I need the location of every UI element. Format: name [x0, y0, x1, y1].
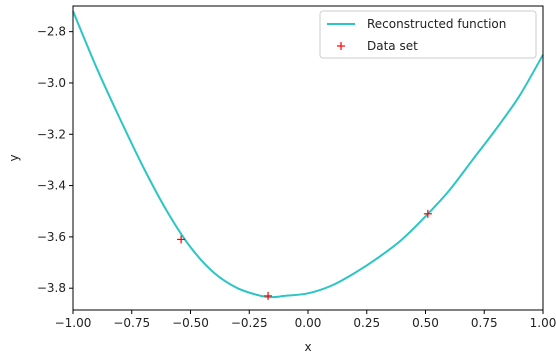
legend-swatch-plus-marker: [337, 42, 345, 50]
legend-label-data-set: Data set: [367, 39, 418, 53]
x-tick-label: 0.75: [471, 316, 498, 330]
x-tick-label: 1.00: [530, 316, 556, 330]
x-tick-label: 0.50: [412, 316, 439, 330]
x-tick-label: −0.50: [172, 316, 209, 330]
y-tick-label: −3.6: [37, 230, 66, 244]
x-tick-label: −0.75: [113, 316, 150, 330]
x-axis-label: x: [304, 340, 311, 354]
marker-layer: [177, 209, 432, 300]
x-tick-label: 0.25: [353, 316, 380, 330]
y-tick-label: −3.2: [37, 127, 66, 141]
legend-label-reconstructed-function: Reconstructed function: [367, 17, 506, 31]
y-tick-label: −3.4: [37, 179, 66, 193]
legend: Reconstructed function Data set: [319, 10, 537, 59]
y-axis-label: y: [7, 154, 21, 161]
y-axis-ticks: −3.8 −3.6 −3.4 −3.2 −3.0 −2.8: [37, 25, 73, 295]
x-tick-label: −1.00: [55, 316, 92, 330]
x-tick-label: 0.00: [295, 316, 322, 330]
x-axis-ticks: −1.00 −0.75 −0.50 −0.25 0.00 0.25 0.50 0.75 1.00: [55, 310, 556, 330]
curve-layer: [72, 10, 544, 299]
data-point-marker: [423, 209, 432, 218]
y-tick-label: −2.8: [37, 25, 66, 39]
reconstructed-function-line: [72, 10, 544, 299]
y-tick-label: −3.0: [37, 76, 66, 90]
x-tick-label: −0.25: [231, 316, 268, 330]
data-point-marker: [177, 235, 186, 244]
legend-box: [319, 10, 537, 59]
y-tick-label: −3.8: [37, 281, 66, 295]
data-point-marker: [264, 291, 273, 300]
